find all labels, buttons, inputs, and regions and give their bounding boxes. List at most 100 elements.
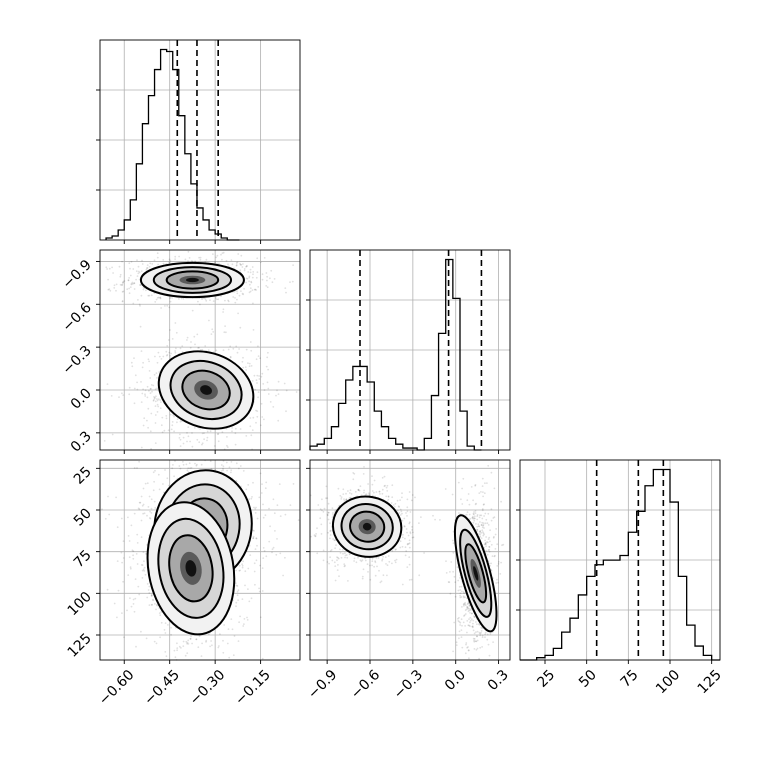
sample-point [237,253,240,255]
sample-point [265,481,268,484]
sample-point [353,472,356,475]
sample-point [147,358,150,361]
sample-point [221,431,224,434]
sample-point [143,512,146,515]
sample-point [217,440,220,443]
sample-point [174,656,177,659]
sample-point [224,325,226,327]
sample-point [327,518,330,521]
sample-point [205,299,208,302]
sample-point [261,278,264,281]
sample-point [255,358,258,361]
sample-point [364,559,367,562]
sample-point [169,329,171,331]
sample-point [206,439,208,442]
sample-point [254,512,257,514]
sample-point [329,550,332,552]
sample-point [105,266,108,269]
sample-point [178,255,180,258]
sample-point [169,413,172,416]
sample-point [462,603,465,606]
sample-point [267,393,270,395]
sample-point [240,254,243,257]
sample-point [234,582,237,585]
sample-point [149,510,151,513]
sample-point [137,585,140,588]
sample-point [139,284,141,286]
sample-point [423,552,425,554]
sample-point [481,508,484,510]
sample-point [235,345,238,348]
sample-point [473,517,476,519]
sample-point [336,556,338,559]
sample-point [245,281,248,284]
sample-point [439,519,441,521]
sample-point [495,528,497,530]
sample-point [456,566,459,569]
sample-point [371,494,374,497]
sample-point [129,567,132,570]
sample-point [473,616,476,619]
sample-point [247,567,250,570]
sample-point [331,516,334,519]
sample-point [334,565,337,567]
sample-point [409,532,412,535]
sample-point [408,556,411,558]
sample-point [254,288,257,291]
sample-point [209,299,211,301]
sample-point [460,629,463,631]
sample-point [140,630,142,633]
sample-point [133,467,136,469]
sample-point [387,495,390,498]
sample-point [314,535,317,537]
sample-point [127,535,130,537]
sample-point [170,633,172,636]
sample-point [244,570,247,573]
sample-point [210,467,213,470]
sample-point [391,550,394,552]
sample-point [242,263,244,265]
sample-point [407,534,410,537]
sample-point [337,556,339,559]
sample-point [253,288,256,291]
sample-point [457,620,460,622]
sample-point [149,392,152,394]
sample-point [257,396,259,399]
sample-point [450,561,453,563]
sample-point [445,572,448,574]
sample-point [187,467,190,469]
sample-point [255,537,258,540]
sample-point [237,312,240,315]
sample-point [206,430,209,433]
sample-point [490,508,493,511]
sample-point [256,374,259,377]
sample-point [203,432,205,434]
sample-point [382,574,385,577]
sample-point [176,642,178,645]
sample-point [191,445,194,448]
sample-point [187,426,190,428]
sample-point [282,574,284,577]
sample-point [138,593,141,596]
sample-point [468,657,470,660]
sample-point [418,574,421,577]
sample-point [462,591,465,593]
sample-point [138,303,141,306]
sample-point [242,293,245,296]
sample-point [197,646,200,649]
sample-point [464,604,467,607]
sample-point [151,263,154,265]
sample-point [473,517,476,520]
sample-point [319,517,322,520]
sample-point [149,377,152,379]
sample-point [260,375,263,378]
sample-point [395,558,398,561]
sample-point [345,499,347,501]
contour-line-2 [157,517,225,619]
sample-point [369,564,371,567]
sample-point [140,401,143,403]
sample-point [327,511,330,514]
sample-point [209,645,211,648]
sample-point [401,512,403,515]
sample-point [156,398,158,400]
